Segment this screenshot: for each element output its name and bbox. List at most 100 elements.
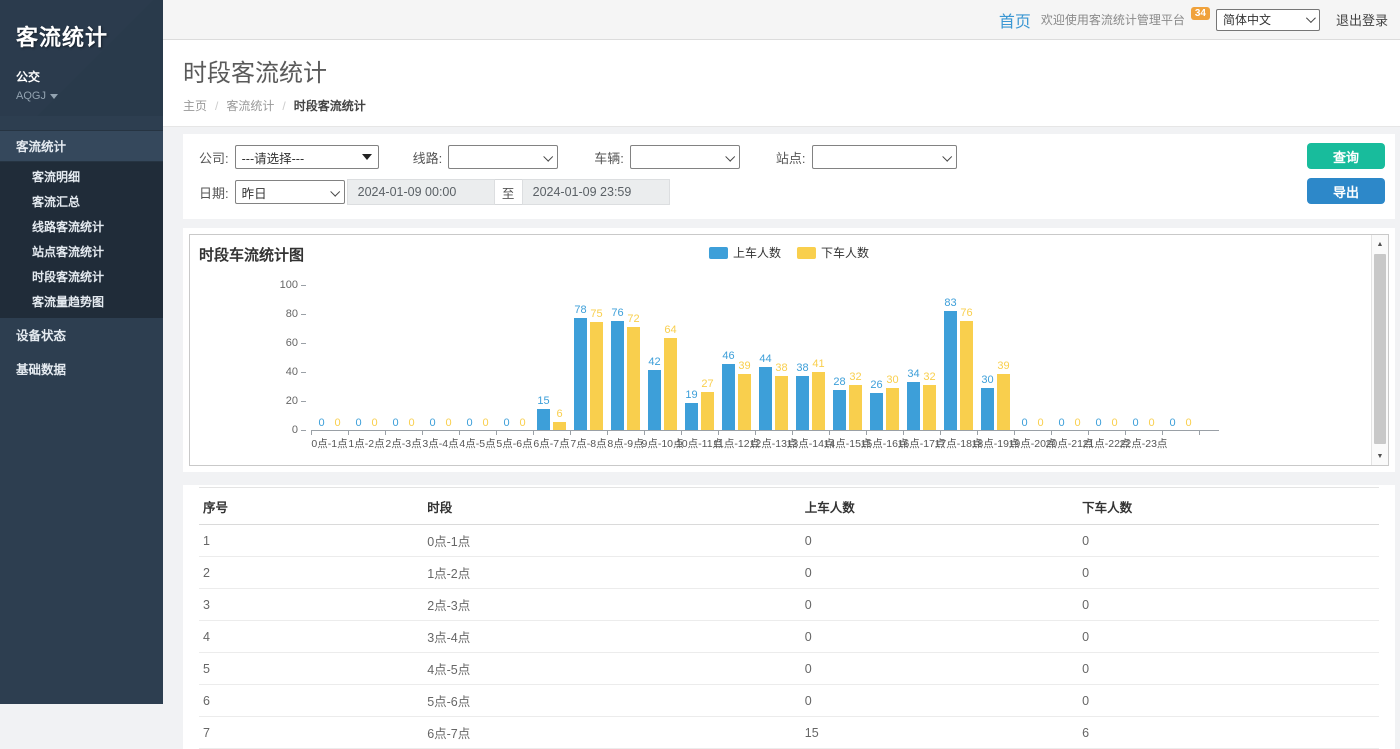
sidebar-item[interactable]: 线路客流统计 — [0, 215, 163, 240]
date-range-group: 2024-01-09 00:00 至 2024-01-09 23:59 — [347, 179, 670, 205]
date-preset-select[interactable]: 昨日 — [235, 180, 345, 204]
chart-scrollbar[interactable]: ▲ ▼ — [1371, 235, 1388, 465]
bar-value-label: 38 — [796, 363, 808, 374]
sidebar-item[interactable]: 时段客流统计 — [0, 265, 163, 290]
y-tick-mark — [301, 343, 306, 344]
table-cell: 1 — [199, 525, 423, 557]
sidebar-section-base-data[interactable]: 基础数据 — [0, 354, 163, 386]
chart-container: 时段车流统计图 上车人数 下车人数 020406080100 000000000… — [189, 234, 1389, 466]
vehicle-select[interactable] — [630, 145, 740, 169]
bar[interactable] — [722, 364, 735, 431]
bar[interactable] — [738, 374, 751, 431]
bar[interactable] — [812, 372, 825, 431]
notification-badge[interactable]: 34 — [1191, 7, 1210, 20]
table-cell: 0 — [1078, 525, 1379, 557]
bar[interactable] — [923, 385, 936, 431]
bar[interactable] — [997, 374, 1010, 431]
company-select[interactable]: ---请选择--- — [235, 145, 379, 169]
line-label: 线路: — [413, 148, 443, 167]
legend-item-boarding[interactable]: 上车人数 — [709, 244, 781, 261]
legend-item-alighting[interactable]: 下车人数 — [797, 244, 869, 261]
export-button[interactable]: 导出 — [1307, 178, 1385, 204]
search-button[interactable]: 查询 — [1307, 143, 1385, 169]
x-tick-label: 3点-4点 — [422, 436, 459, 451]
table-cell: 0 — [1078, 653, 1379, 685]
sidebar-item[interactable]: 客流量趋势图 — [0, 290, 163, 315]
sidebar-item[interactable]: 站点客流统计 — [0, 240, 163, 265]
chevron-down-icon — [725, 151, 735, 161]
bar[interactable] — [870, 393, 883, 431]
bar[interactable] — [627, 327, 640, 431]
date-from-input[interactable]: 2024-01-09 00:00 — [347, 179, 495, 205]
bar-value-label: 0 — [1169, 418, 1175, 429]
sidebar-section-passenger-stats[interactable]: 客流统计 — [0, 130, 163, 162]
bar[interactable] — [775, 376, 788, 431]
bar[interactable] — [849, 385, 862, 431]
bar-value-label: 15 — [537, 396, 549, 407]
sidebar-item[interactable]: 客流汇总 — [0, 190, 163, 215]
bar-group: 00 — [1088, 287, 1125, 431]
scroll-thumb[interactable] — [1374, 254, 1386, 444]
line-select[interactable] — [448, 145, 558, 169]
y-tick-label: 20 — [268, 395, 298, 407]
x-tick-label: 1点-2点 — [348, 436, 385, 451]
bar[interactable] — [759, 367, 772, 431]
bar[interactable] — [886, 388, 899, 432]
scroll-up-arrow[interactable]: ▲ — [1372, 236, 1388, 252]
chart-panel: 时段车流统计图 上车人数 下车人数 020406080100 000000000… — [183, 228, 1395, 472]
org-code-dropdown[interactable]: AQGJ — [16, 90, 147, 102]
bar[interactable] — [611, 321, 624, 431]
bar[interactable] — [590, 322, 603, 431]
bar[interactable] — [981, 388, 994, 432]
bar-group: 156 — [533, 287, 570, 431]
bar-value-label: 0 — [482, 418, 488, 429]
y-tick-label: 100 — [268, 279, 298, 291]
home-link[interactable]: 首页 — [999, 8, 1031, 32]
bar[interactable] — [701, 392, 714, 431]
bar-value-label: 0 — [371, 418, 377, 429]
bar[interactable] — [796, 376, 809, 431]
table-cell: 1点-2点 — [423, 557, 801, 589]
sidebar-item[interactable]: 客流明细 — [0, 165, 163, 190]
chart-title: 时段车流统计图 — [199, 244, 304, 265]
bar-group: 00 — [1051, 287, 1088, 431]
breadcrumb-home[interactable]: 主页 — [183, 97, 207, 114]
table-row: 76点-7点156 — [199, 717, 1379, 749]
logout-link[interactable]: 退出登录 — [1336, 10, 1388, 29]
bar-value-label: 64 — [664, 325, 676, 336]
bar[interactable] — [648, 370, 661, 431]
bar[interactable] — [537, 409, 550, 431]
breadcrumb-current: 时段客流统计 — [294, 97, 366, 114]
bar[interactable] — [833, 390, 846, 431]
bar-value-label: 41 — [812, 359, 824, 370]
caret-down-icon — [50, 94, 58, 99]
vehicle-label: 车辆: — [594, 148, 624, 167]
sidebar-section-device-status[interactable]: 设备状态 — [0, 320, 163, 352]
bar[interactable] — [685, 403, 698, 431]
bar[interactable] — [664, 338, 677, 431]
col-header-period: 时段 — [423, 488, 801, 525]
language-select[interactable]: 简体中文 — [1216, 9, 1320, 31]
bar[interactable] — [960, 321, 973, 431]
bar-group: 00 — [1125, 287, 1162, 431]
bar-value-label: 0 — [1058, 418, 1064, 429]
bar-group: 7875 — [570, 287, 607, 431]
scroll-down-arrow[interactable]: ▼ — [1372, 448, 1388, 464]
title-section: 时段客流统计 主页 / 客流统计 / 时段客流统计 — [163, 40, 1400, 127]
x-tick-label: 0点-1点 — [311, 436, 348, 451]
y-tick-mark — [301, 285, 306, 286]
x-tick-label: 2点-3点 — [385, 436, 422, 451]
date-to-input[interactable]: 2024-01-09 23:59 — [522, 179, 670, 205]
time-period-table: 序号 时段 上车人数 下车人数 10点-1点0021点-2点0032点-3点00… — [199, 487, 1379, 749]
bar-group: 1927 — [681, 287, 718, 431]
bar-value-label: 0 — [408, 418, 414, 429]
breadcrumb-section[interactable]: 客流统计 — [226, 97, 274, 114]
x-axis-ticks — [311, 431, 1200, 435]
station-select[interactable] — [812, 145, 957, 169]
action-buttons: 查询 导出 — [1307, 143, 1385, 204]
bar[interactable] — [944, 311, 957, 431]
col-header-alighting: 下车人数 — [1078, 488, 1379, 525]
bar[interactable] — [907, 382, 920, 431]
bar-value-label: 27 — [701, 379, 713, 390]
bar[interactable] — [574, 318, 587, 431]
